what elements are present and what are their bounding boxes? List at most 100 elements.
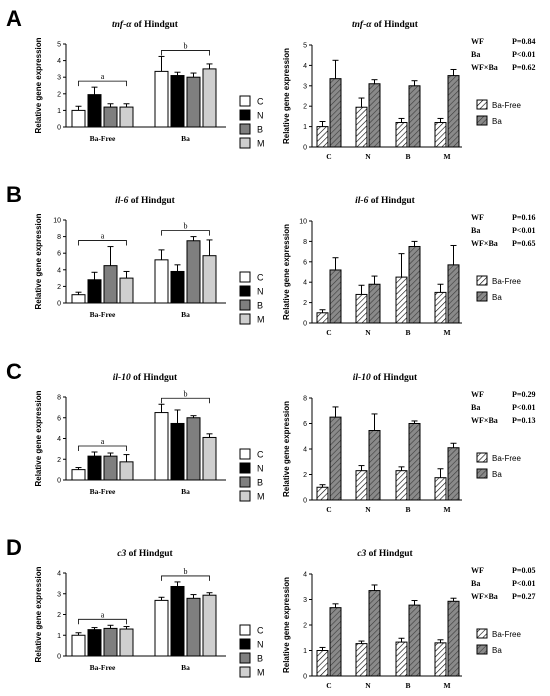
bar [154,599,169,657]
right-y-tick-label: 0 [303,498,307,505]
left-y-tick-label: 0 [57,478,61,485]
stat-label: WF [471,37,484,46]
legend-label: Ba [492,117,502,126]
bar [170,75,185,128]
legend-swatch [239,123,251,135]
bar [408,85,421,148]
right-y-tick-label: 4 [303,63,307,70]
stat-label: Ba [471,579,480,588]
legend-swatch [476,628,488,639]
legend-label: Ba-Free [492,101,521,110]
left-chart-title: c3 of Hindgut [117,549,173,559]
legend-label: M [257,315,265,325]
legend-swatch [239,462,251,474]
legend-swatch [239,271,251,283]
bar [71,634,86,657]
right-x-category: B [405,505,410,514]
left-y-tick-label: 4 [57,58,61,65]
bar [71,109,86,128]
legend-label: N [257,464,264,474]
left-y-tick-label: 0 [57,654,61,661]
legend-label: N [257,287,264,297]
bar [186,597,201,657]
bar [87,629,102,657]
stat-value: P=0.84 [512,37,535,46]
legend-label: N [257,640,264,650]
legend-swatch [476,291,488,302]
left-y-tick-label: 10 [53,218,61,225]
right-y-tick-label: 5 [303,43,307,50]
legend-label: Ba-Free [492,454,521,463]
right-x-category: B [405,152,410,161]
right-y-tick-label: 4 [303,280,307,287]
right-x-category: N [365,152,371,161]
bar [87,279,102,304]
right-y-tick-label: 2 [303,623,307,630]
right-y-tick-label: 10 [299,219,307,226]
right-x-category: C [326,505,331,514]
bar [202,68,217,128]
bar [119,628,134,657]
right-y-tick-label: 6 [303,259,307,266]
left-y-tick-label: 4 [57,436,61,443]
gene-name: c3 [357,549,366,559]
left-chart-title: il-10 of Hindgut [113,373,178,383]
bar [395,641,408,677]
gene-name: tnf-α [112,20,132,30]
stat-label: WF×Ba [471,592,498,601]
left-x-category: Ba [181,134,190,143]
right-y-tick-label: 1 [303,648,307,655]
sig-bracket [78,618,127,625]
stat-label: WF×Ba [471,63,498,72]
left-y-tick-label: 4 [57,267,61,274]
sig-bracket [78,445,127,451]
stat-label: WF [471,213,484,222]
legend-label: M [257,139,265,149]
legend-label: C [257,273,264,283]
bar [395,470,408,501]
left-y-tick-label: 8 [57,395,61,402]
stat-value: P=0.13 [512,416,535,425]
sig-letter: b [184,41,188,50]
sig-bracket [161,50,210,56]
stat-value: P=0.16 [512,213,535,222]
sig-letter: b [184,389,188,398]
bar [408,246,421,324]
stat-value: P<0.01 [512,403,535,412]
right-x-category: C [326,681,331,690]
right-y-tick-label: 4 [303,572,307,579]
bar [316,312,329,324]
stat-label: WF [471,566,484,575]
right-y-tick-label: 0 [303,674,307,681]
sig-bracket [78,240,127,246]
stat-value: P=0.65 [512,239,535,248]
legend-swatch [239,109,251,121]
bar [103,627,118,657]
legend-label: B [257,301,263,311]
bar [316,650,329,677]
legend-label: C [257,626,264,636]
bar [395,276,408,324]
bar [202,594,217,657]
right-y-tick-label: 8 [303,396,307,403]
left-x-category: Ba-Free [90,310,116,319]
right-y-axis-label: Relative gene expression [282,224,291,320]
bar [368,283,381,324]
stat-value: P<0.01 [512,50,535,59]
stat-value: P=0.05 [512,566,535,575]
legend-label: Ba-Free [492,630,521,639]
legend-label: M [257,492,265,502]
right-x-category: C [326,152,331,161]
legend-swatch [476,275,488,286]
legend-swatch [239,285,251,297]
bar [447,600,460,677]
legend-swatch [239,313,251,325]
left-y-tick-label: 2 [57,457,61,464]
sig-letter: a [101,72,105,81]
legend-swatch [239,624,251,636]
right-x-category: N [365,681,371,690]
legend-label: C [257,450,264,460]
left-y-tick-label: 2 [57,284,61,291]
bar [368,590,381,677]
